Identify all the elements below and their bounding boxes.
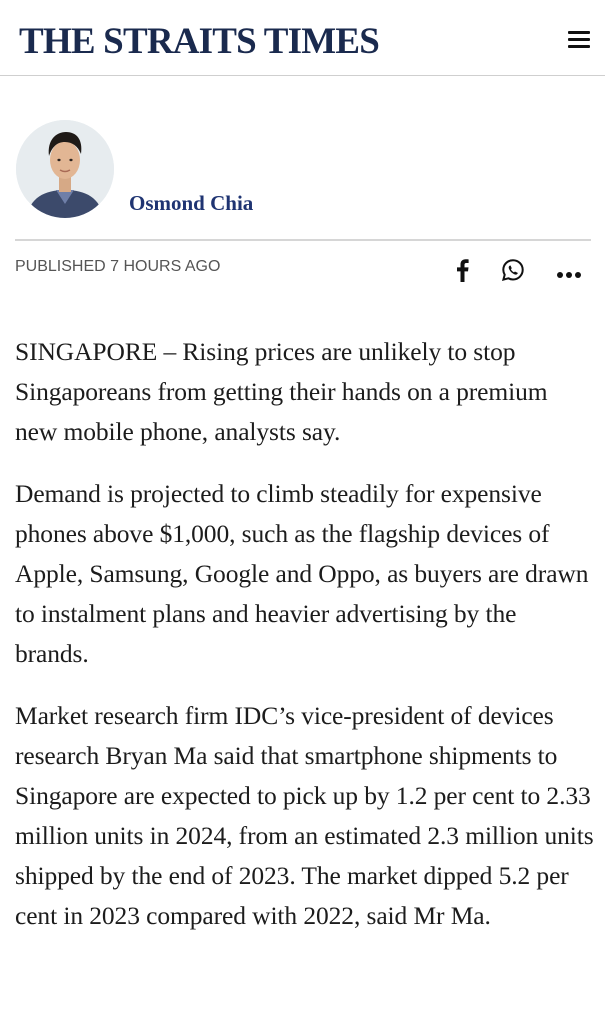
article-paragraph: Demand is projected to climb steadily fo… — [15, 479, 589, 668]
article-paragraph: Market research firm IDC’s vice-presiden… — [15, 701, 594, 930]
whatsapp-icon[interactable] — [501, 258, 525, 282]
published-timestamp: PUBLISHED 7 HOURS AGO — [15, 258, 221, 275]
author-avatar[interactable] — [16, 120, 114, 218]
divider — [15, 239, 591, 241]
article-body: SINGAPORE – Rising prices are unlikely t… — [15, 332, 595, 958]
site-header: THE STRAITS TIMES — [0, 0, 605, 76]
hamburger-menu-icon[interactable] — [568, 29, 590, 49]
facebook-icon[interactable] — [453, 258, 471, 282]
article-paragraph: SINGAPORE – Rising prices are unlikely t… — [15, 337, 548, 446]
author-name-link[interactable]: Osmond Chia — [129, 191, 254, 215]
more-options-icon[interactable] — [556, 266, 582, 278]
site-logo[interactable]: THE STRAITS TIMES — [19, 21, 380, 62]
